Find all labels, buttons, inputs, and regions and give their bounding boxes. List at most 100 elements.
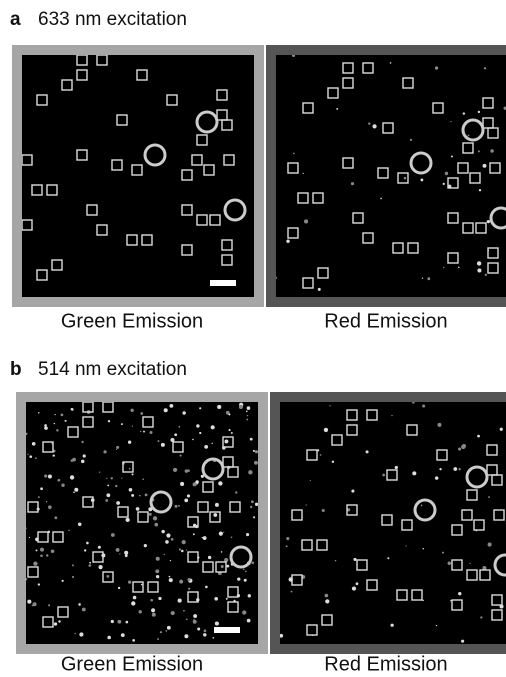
speckle xyxy=(182,540,186,544)
speckle xyxy=(325,599,329,603)
speckle xyxy=(166,533,170,537)
image-field xyxy=(280,402,506,644)
speckle xyxy=(500,428,503,431)
speckle xyxy=(131,409,134,412)
speckle xyxy=(477,261,481,265)
speckle xyxy=(453,467,457,471)
speckle xyxy=(477,269,481,273)
speckle xyxy=(484,67,486,69)
speckle xyxy=(239,405,243,409)
image-caption: Red Emission xyxy=(324,653,447,675)
speckle xyxy=(352,586,356,590)
speckle xyxy=(246,533,249,536)
speckle xyxy=(72,409,74,411)
speckle xyxy=(82,608,86,612)
speckle xyxy=(139,495,141,497)
speckle xyxy=(305,504,306,505)
speckle xyxy=(40,548,44,552)
speckle xyxy=(445,172,448,175)
speckle xyxy=(89,562,91,564)
speckle xyxy=(65,420,67,422)
speckle xyxy=(183,610,185,612)
speckle xyxy=(111,533,115,537)
speckle xyxy=(153,516,157,520)
speckle xyxy=(380,198,382,200)
speckle xyxy=(479,189,481,191)
speckle xyxy=(193,614,197,618)
speckle xyxy=(141,584,143,586)
speckle xyxy=(215,621,219,625)
panel-label: b xyxy=(10,359,22,380)
speckle xyxy=(208,556,211,559)
figure: a 633 nm excitation Green Emission Red E… xyxy=(0,0,506,677)
speckle xyxy=(81,460,84,463)
speckle xyxy=(422,405,425,408)
speckle xyxy=(54,516,57,519)
speckle xyxy=(214,597,218,601)
speckle xyxy=(218,481,222,485)
speckle xyxy=(448,562,452,566)
speckle xyxy=(395,466,398,469)
speckle xyxy=(461,640,464,643)
speckle xyxy=(237,578,240,581)
speckle xyxy=(228,413,230,415)
panel-title: 514 nm excitation xyxy=(38,359,187,380)
speckle xyxy=(235,491,237,493)
speckle xyxy=(469,563,470,564)
speckle xyxy=(199,432,201,434)
speckle xyxy=(356,582,359,585)
speckle xyxy=(450,121,451,122)
speckle xyxy=(485,274,487,276)
speckle xyxy=(83,454,86,457)
speckle xyxy=(458,447,461,450)
speckle xyxy=(53,454,55,456)
speckle xyxy=(488,496,490,498)
speckle xyxy=(410,139,412,141)
speckle xyxy=(56,429,58,431)
speckle xyxy=(144,544,147,547)
image-caption: Green Emission xyxy=(61,653,203,675)
speckle xyxy=(54,622,57,625)
speckle xyxy=(221,565,224,568)
speckle xyxy=(329,405,330,406)
speckle xyxy=(165,630,167,632)
speckle xyxy=(161,530,164,533)
speckle xyxy=(332,461,334,463)
speckle xyxy=(62,580,64,582)
scale-bar xyxy=(214,627,240,633)
speckle xyxy=(458,592,461,595)
speckle xyxy=(126,621,129,624)
speckle xyxy=(131,494,134,497)
speckle xyxy=(160,631,162,633)
speckle xyxy=(420,179,423,182)
speckle xyxy=(27,454,28,455)
speckle xyxy=(33,561,37,565)
image-field xyxy=(22,55,254,297)
image-caption: Red Emission xyxy=(324,310,447,332)
speckle xyxy=(217,405,221,409)
speckle xyxy=(46,501,47,502)
speckle xyxy=(74,633,76,635)
speckle xyxy=(443,183,445,185)
speckle xyxy=(468,135,470,137)
speckle xyxy=(442,552,444,554)
speckle xyxy=(248,594,251,597)
speckle xyxy=(48,604,50,606)
speckle xyxy=(187,469,190,472)
speckle xyxy=(244,579,247,582)
speckle xyxy=(33,602,37,606)
speckle xyxy=(487,220,490,223)
speckle xyxy=(118,587,120,589)
speckle xyxy=(382,474,385,477)
speckle xyxy=(439,468,441,470)
speckle xyxy=(72,576,74,578)
speckle xyxy=(186,549,187,550)
speckle xyxy=(48,505,52,509)
speckle xyxy=(254,461,258,465)
speckle xyxy=(286,239,289,242)
speckle xyxy=(27,600,31,604)
speckle xyxy=(178,426,180,428)
speckle xyxy=(478,111,480,113)
speckle xyxy=(57,479,60,482)
speckle xyxy=(423,548,424,549)
